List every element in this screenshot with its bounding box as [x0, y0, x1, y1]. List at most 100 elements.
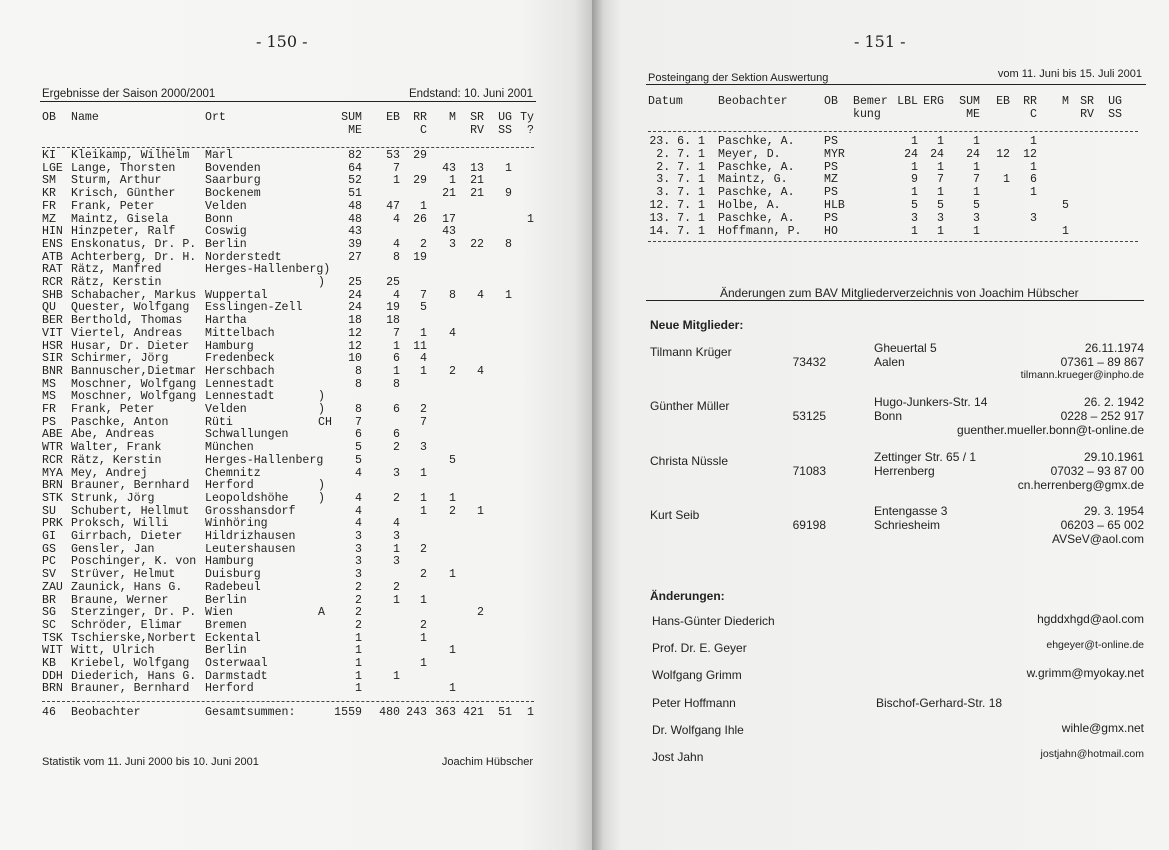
cell-m: 2	[449, 364, 456, 378]
cell-name: Berthold, Thomas	[71, 314, 183, 328]
member-city: Bonn	[874, 409, 903, 424]
cell-name: Rätz, Kerstin	[71, 276, 162, 289]
cell-m: 1	[449, 644, 456, 658]
cell-sum: 5	[355, 441, 362, 455]
members-rule	[646, 300, 1144, 301]
cell-ort: Herges-Hallenberg	[205, 453, 324, 467]
members-title: Änderungen zum BAV Mitgliederverzeichnis…	[720, 286, 1079, 300]
cell-erg: 1	[937, 160, 944, 174]
cell-ort: Berlin	[205, 593, 247, 607]
cell-ob: GS	[42, 542, 56, 556]
cell-rr: 1	[1030, 160, 1037, 174]
cell-ort: Velden	[205, 403, 247, 416]
change-email: w.grimm@myokay.net	[1026, 666, 1144, 681]
cell-name: Husar, Dr. Dieter	[71, 339, 190, 353]
change-email: wihle@gmx.net	[1061, 720, 1144, 735]
member-phone: 07032 – 93 87 00	[1050, 463, 1144, 478]
cell-ob: BER	[42, 314, 63, 328]
cell-eb: 1	[393, 593, 400, 607]
cell-name: Diederich, Hans G.	[71, 669, 197, 683]
column-header: SUM ME	[959, 95, 980, 121]
cell-m: 1	[449, 174, 456, 188]
section-date: Endstand: 10. Juni 2001	[408, 88, 533, 100]
column-header: Beobachter	[718, 95, 788, 108]
cell-ort: Velden	[205, 199, 247, 213]
cell-name: Krisch, Günther	[71, 187, 176, 201]
member-phone: 06203 – 65 002	[1060, 517, 1144, 532]
cell-ort: Grosshansdorf	[205, 504, 296, 518]
change-name: Jost Jahn	[652, 750, 704, 764]
cell-rr: 1	[420, 466, 427, 480]
cell-ob: RCR	[42, 453, 63, 467]
cell-rr: 12	[1023, 147, 1037, 161]
cell-sum: 1	[355, 644, 362, 658]
cell-lbl: 1	[911, 186, 918, 200]
cell-name: Achterberg, Dr. H.	[71, 250, 197, 264]
header-rule	[646, 84, 1146, 85]
cell-ort: Rüti	[205, 415, 233, 429]
change-name: Wolfgang Grimm	[652, 668, 742, 683]
cell-ob: RAT	[42, 263, 63, 277]
cell-sum: 18	[348, 314, 362, 328]
cell-beob: Holbe, A.	[718, 199, 781, 212]
column-header: ERG	[923, 95, 944, 108]
cell-ort: Herges-Hallenberg)	[205, 263, 331, 277]
cell-sum: 4	[355, 466, 362, 480]
column-header: OB	[824, 95, 838, 108]
cell-rr: 11	[413, 339, 427, 353]
cell-ob: SU	[42, 504, 56, 518]
cell-sum: 7	[355, 415, 362, 429]
cell-sum: 24	[348, 301, 362, 315]
cell-m: 4	[449, 326, 456, 340]
cell-name: Walter, Frank	[71, 441, 162, 455]
cell-rr: 2	[420, 237, 427, 251]
cell-eb: 3	[393, 466, 400, 480]
cell-ort: Lennestadt	[205, 390, 275, 404]
cell-rr: 1	[1030, 135, 1037, 148]
cell-eb: 19	[386, 301, 400, 315]
cell-name: Moschner, Wolfgang	[71, 390, 197, 404]
member-email: guenther.mueller.bonn@t-online.de	[957, 423, 1144, 438]
member-birthdate: 26.11.1974	[1084, 341, 1144, 355]
cell-ob: WIT	[42, 644, 63, 658]
cell-datum: 3. 7. 1	[656, 173, 705, 187]
cell-sum: 5	[355, 453, 362, 467]
cell-sum: 3	[355, 568, 362, 582]
cell-eb: 2	[393, 580, 400, 594]
cell-sum: 1	[355, 657, 362, 670]
cell-ob: STK	[42, 491, 63, 505]
cell-name: Girrbach, Dieter	[71, 530, 183, 543]
cell-m: 5	[449, 453, 456, 467]
section-date: vom 11. Juni bis 15. Juli 2001	[997, 68, 1142, 80]
cell-ug: 8	[505, 237, 512, 251]
member-zip: 69198	[792, 517, 826, 532]
page-150: - 150 - Ergebnisse der Saison 2000/2001 …	[0, 0, 592, 850]
cell-ob: TSK	[42, 631, 63, 645]
column-header: LBL	[897, 95, 918, 108]
cell-eb: 3	[393, 555, 400, 569]
cell-eb: 480	[379, 706, 400, 719]
member-name: Tilmann Krüger	[650, 345, 732, 359]
cell-sum: 4	[355, 491, 362, 505]
cell-name: Tschierske,Norbert	[71, 631, 197, 645]
cell-m: 5	[1062, 199, 1069, 212]
cell-name: Strunk, Jörg	[71, 491, 155, 505]
cell-eb: 7	[393, 326, 400, 340]
cell-datum: 2. 7. 1	[656, 160, 705, 174]
change-name: Peter Hoffmann	[652, 695, 736, 710]
cell-name: Abe, Andreas	[71, 428, 155, 442]
cell-sum: 8	[355, 364, 362, 378]
cell-ort: Chemnitz	[205, 466, 261, 480]
change-street: Bischof-Gerhard-Str. 18	[876, 695, 1003, 710]
cell-datum: 23. 6. 1	[649, 135, 705, 148]
cell-ty: 1	[527, 212, 534, 226]
cell-ob: QU	[42, 301, 56, 315]
cell-ob: GI	[42, 530, 56, 543]
column-header: EB	[996, 95, 1010, 108]
change-email: ehgeyer@t-online.de	[1046, 639, 1144, 652]
cell-rr: 2	[420, 403, 427, 416]
cell-rr: 1	[420, 504, 427, 518]
cell-sr: 421	[463, 706, 484, 719]
column-header: M	[449, 111, 456, 124]
cell-ort: Herford	[205, 479, 254, 493]
